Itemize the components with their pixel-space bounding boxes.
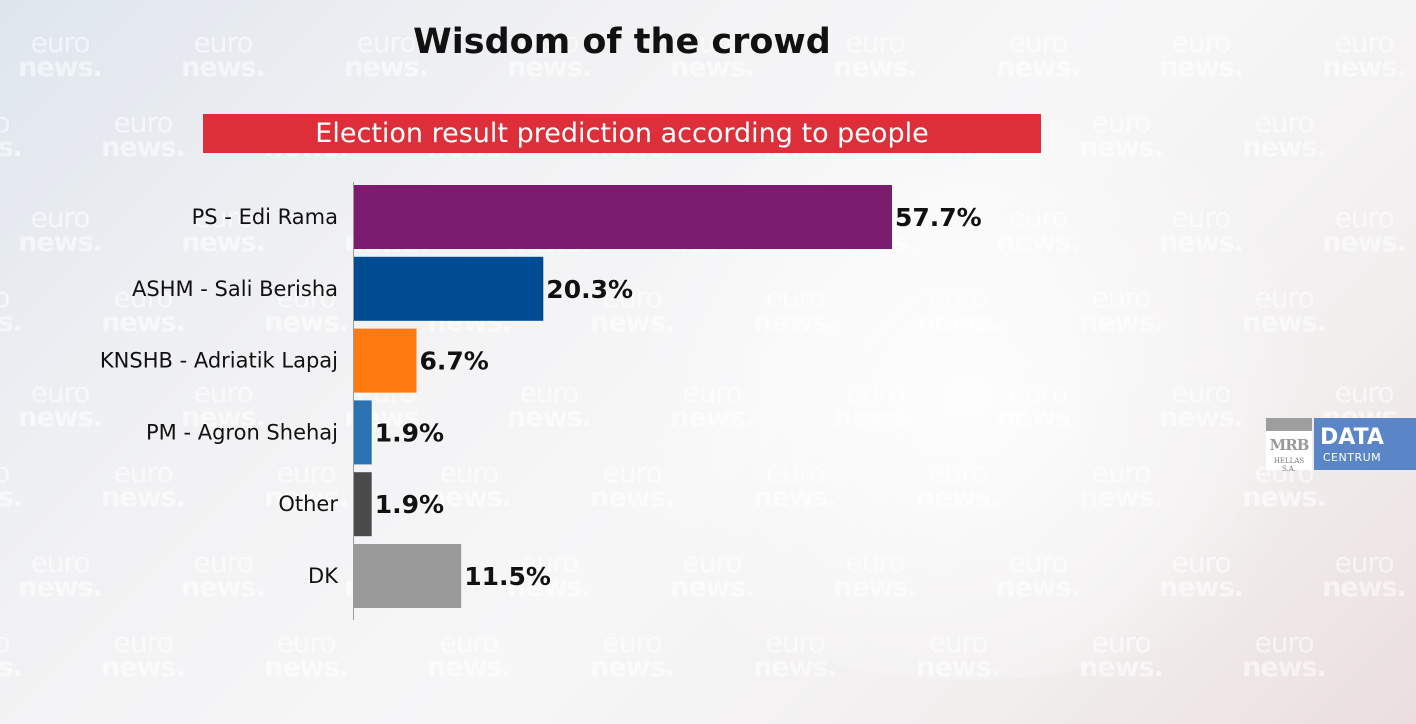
mrb-logo: MRB HELLAS S.A. <box>1266 418 1312 473</box>
category-label: PM - Agron Shehaj <box>146 420 338 444</box>
value-label: 6.7% <box>420 347 489 376</box>
bar <box>354 472 372 537</box>
mrb-datacentrum-logo: MRB HELLAS S.A. DATA CENTRUM <box>1266 418 1416 473</box>
bar <box>354 544 462 608</box>
mrb-logo-subtext: HELLAS S.A. <box>1273 457 1305 473</box>
chart-subtitle: Election result prediction according to … <box>203 114 1041 153</box>
category-label: Other <box>278 492 338 516</box>
value-label: 11.5% <box>464 562 551 591</box>
value-label: 57.7% <box>895 203 982 232</box>
mrb-logo-text: MRB <box>1269 436 1310 454</box>
category-label: PS - Edi Rama <box>192 205 338 229</box>
bar <box>354 256 544 321</box>
mrb-logo-bar <box>1266 418 1312 431</box>
category-label: ASHM - Sali Berisha <box>132 277 338 301</box>
bar <box>354 185 892 249</box>
category-label: KNSHB - Adriatik Lapaj <box>100 349 338 373</box>
value-label: 1.9% <box>375 418 444 447</box>
value-label: 20.3% <box>546 275 633 304</box>
datacentrum-logo: DATA CENTRUM <box>1314 418 1416 470</box>
value-label: 1.9% <box>375 490 444 519</box>
datacentrum-logo-data: DATA <box>1320 425 1384 450</box>
chart-title: Wisdom of the crowd <box>413 22 831 62</box>
category-label: DK <box>308 564 339 588</box>
bar <box>354 400 372 465</box>
datacentrum-logo-centrum: CENTRUM <box>1322 451 1382 464</box>
bar <box>354 328 417 393</box>
